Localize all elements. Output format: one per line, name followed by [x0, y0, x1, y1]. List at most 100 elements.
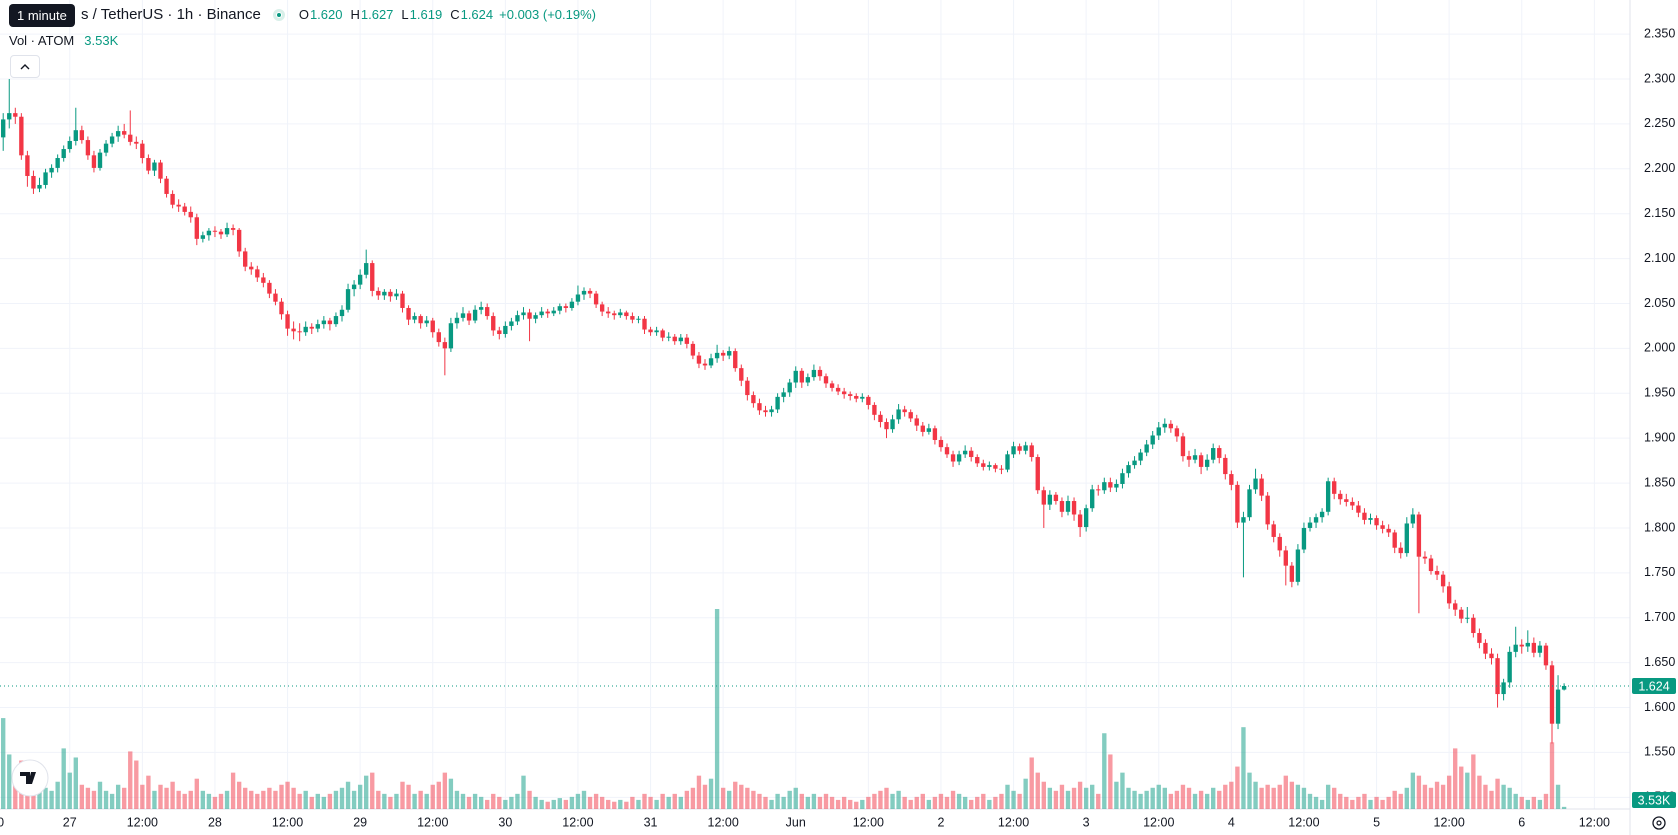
x-tick-label: 12:00: [1434, 815, 1465, 829]
volume-bar: [1029, 757, 1034, 809]
y-tick-label: 1.600: [1644, 700, 1675, 714]
volume-bar: [1416, 775, 1422, 809]
volume-bar: [1422, 784, 1428, 809]
candle-body: [249, 266, 254, 270]
candle-body: [757, 403, 762, 411]
candle-body: [714, 352, 720, 359]
volume-bar: [545, 801, 550, 809]
volume-bar: [1404, 787, 1409, 809]
candle-body: [612, 313, 617, 316]
candle-body: [1453, 603, 1458, 610]
candle-body: [981, 463, 986, 467]
volume-bar: [860, 799, 865, 809]
candle-body: [1525, 642, 1530, 647]
candle-body: [999, 468, 1004, 470]
volume-bar: [696, 775, 702, 809]
candle-body: [950, 454, 956, 462]
volume-bar: [1434, 781, 1440, 809]
candle-body: [1180, 436, 1186, 457]
candle-body: [533, 315, 538, 319]
volume-bar: [1392, 790, 1397, 809]
volume-bar: [472, 793, 478, 809]
volume-bar: [152, 790, 157, 809]
ohlc-item: H1.627: [350, 7, 393, 22]
candle-body: [1319, 511, 1325, 518]
candle-body: [1332, 481, 1337, 494]
volume-bar: [1453, 748, 1458, 809]
candle-body: [1235, 484, 1240, 523]
candle-body: [817, 369, 823, 377]
volume-tag: [1632, 792, 1676, 808]
ohlc-key: C: [450, 7, 460, 22]
volume-bar: [702, 784, 708, 809]
candle-body: [351, 284, 357, 290]
candle-body: [1, 119, 6, 138]
candle-body: [569, 301, 575, 308]
volume-bar: [1519, 796, 1524, 809]
volume-bar: [454, 790, 460, 809]
volume-bar: [1410, 772, 1416, 809]
volume-bar: [1495, 778, 1500, 809]
y-tick-label: 2.250: [1644, 116, 1675, 130]
volume-bar: [1543, 793, 1549, 809]
volume-bar: [1561, 806, 1567, 809]
volume-bar: [485, 799, 490, 809]
volume-bar: [1005, 784, 1010, 809]
volume-bar: [533, 796, 538, 809]
candle-body: [1537, 645, 1543, 653]
candle-body: [1404, 523, 1409, 554]
last-price-tag: [1632, 677, 1676, 694]
collapse-icon: [20, 64, 30, 70]
candle-body: [1186, 456, 1192, 460]
volume-bar: [1295, 784, 1301, 809]
volume-bar: [872, 793, 877, 809]
candle-body: [733, 351, 738, 369]
collapse-button[interactable]: [10, 55, 40, 78]
candle-body: [763, 410, 768, 413]
candle-body: [1440, 574, 1446, 587]
candle-body: [394, 293, 399, 297]
volume-bar: [1168, 793, 1174, 809]
candle-body: [969, 450, 974, 458]
volume-bar: [1338, 793, 1343, 809]
volume-bar: [1471, 754, 1476, 809]
candle-body: [1489, 653, 1494, 659]
volume-bar: [261, 790, 266, 809]
volume-bar: [636, 799, 641, 809]
x-tick-label: 12:00: [272, 815, 303, 829]
candle-body: [382, 291, 387, 296]
candle-body: [521, 312, 526, 316]
candle-body: [255, 269, 260, 278]
candle-body: [297, 331, 302, 333]
volume-bar: [817, 796, 823, 809]
volume-bar: [351, 790, 357, 809]
candle-body: [829, 383, 835, 388]
candle-body: [1253, 478, 1258, 490]
volume-bar: [557, 798, 562, 809]
candle-body: [551, 310, 556, 314]
candle-body: [176, 204, 181, 207]
candle-body: [920, 425, 925, 432]
candle-body: [1150, 435, 1155, 445]
volume-bar: [1289, 781, 1295, 809]
volume-bar: [587, 796, 593, 809]
volume-bar: [128, 751, 133, 809]
candle-body: [333, 316, 339, 325]
candle-body: [67, 140, 72, 150]
volume-bar: [188, 790, 193, 809]
volume-bar: [1041, 781, 1046, 809]
volume-bar: [1053, 790, 1059, 809]
volume-bar: [1319, 799, 1325, 809]
candle-body: [890, 419, 895, 430]
volume-bar: [908, 799, 913, 809]
candle-body: [739, 368, 744, 381]
volume-bar: [920, 793, 925, 809]
x-tick-label: Jun: [786, 815, 806, 829]
tooltip: 1 minute: [9, 4, 75, 27]
candle-body: [1138, 452, 1143, 461]
candle-body: [1065, 501, 1071, 512]
candle-body: [122, 131, 127, 135]
volume-bar: [1380, 799, 1385, 809]
candle-body: [436, 332, 441, 343]
